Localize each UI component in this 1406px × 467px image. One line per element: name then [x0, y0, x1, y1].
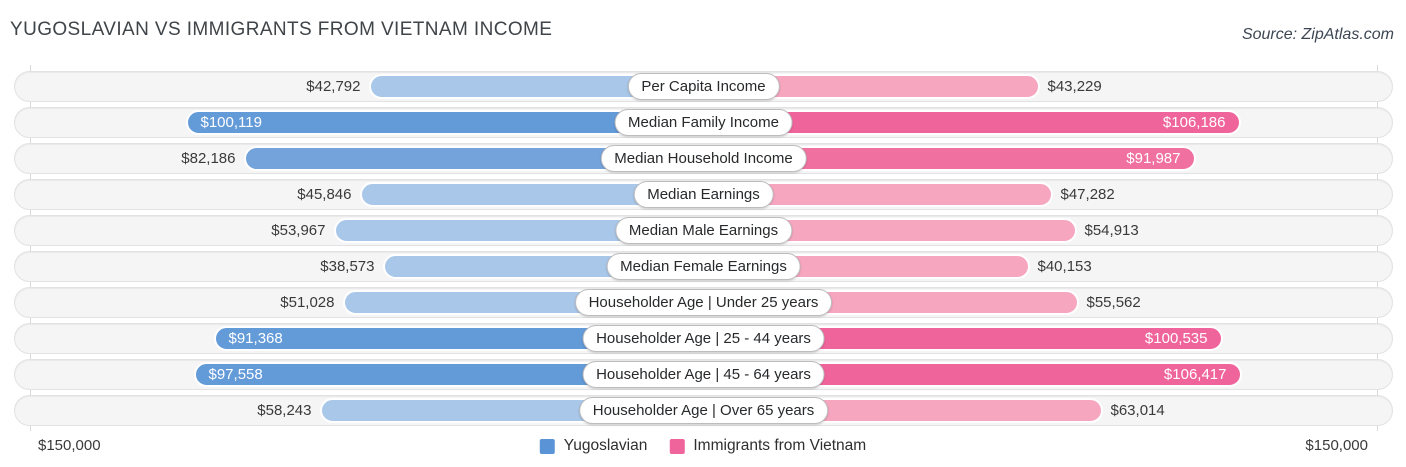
- value-label: $43,229: [1047, 78, 1102, 95]
- chart-row: $82,186 $91,987 Median Household Income: [14, 143, 1393, 174]
- value-label: $106,186: [1162, 114, 1226, 131]
- source-attribution: Source: ZipAtlas.com: [1241, 26, 1394, 43]
- chart-row: $58,243 $63,014 Householder Age | Over 65 …: [14, 395, 1393, 426]
- chart-row: $53,967 $54,913 Median Male Earnings: [14, 215, 1393, 246]
- page-title: YUGOSLAVIAN VS IMMIGRANTS FROM VIETNAM I…: [10, 19, 553, 40]
- value-label: $91,987: [1126, 150, 1181, 167]
- chart-row: $51,028 $55,562 Householder Age | Under 25…: [14, 287, 1393, 318]
- legend-label-immigrants-vietnam: Immigrants from Vietnam: [693, 437, 867, 454]
- category-label: Median Family Income: [614, 109, 793, 136]
- value-label: $82,186: [181, 150, 236, 167]
- category-label: Householder Age | Under 25 years: [574, 289, 833, 316]
- value-label: $63,014: [1110, 402, 1165, 419]
- category-label: Median Female Earnings: [606, 253, 801, 280]
- legend-label-yugoslavian: Yugoslavian: [563, 437, 648, 454]
- value-label: $54,913: [1084, 222, 1139, 239]
- value-label: $42,792: [306, 78, 361, 95]
- chart-row: $91,368 $100,535 Householder Age | 25 - 44…: [14, 323, 1393, 354]
- category-label: Householder Age | Over 65 years: [578, 397, 829, 424]
- chart-row: $45,846 $47,282 Median Earnings: [14, 179, 1393, 210]
- chart-row: $38,573 $40,153 Median Female Earnings: [14, 251, 1393, 282]
- legend-swatch-immigrants-vietnam: [669, 438, 685, 454]
- x-axis-max-right: $150,000: [1305, 437, 1368, 454]
- category-label: Median Earnings: [633, 181, 774, 208]
- legend: Yugoslavian Immigrants from Vietnam: [539, 431, 866, 461]
- category-label: Householder Age | 25 - 44 years: [582, 325, 825, 352]
- axis-line-right: [1377, 65, 1378, 431]
- value-label: $45,846: [297, 186, 352, 203]
- bar-immigrants-vietnam: [703, 110, 1241, 135]
- value-label: $58,243: [257, 402, 312, 419]
- chart-row: $42,792 $43,229 Per Capita Income: [14, 71, 1393, 102]
- value-label: $97,558: [208, 366, 263, 383]
- value-label: $38,573: [320, 258, 375, 275]
- chart-rows: $42,792 $43,229 Per Capita Income $100,119 $…: [14, 71, 1393, 431]
- category-label: Householder Age | 45 - 64 years: [582, 361, 825, 388]
- bar-chart: $42,792 $43,229 Per Capita Income $100,119 $…: [0, 65, 1406, 431]
- value-label: $106,417: [1163, 366, 1227, 383]
- legend-item-yugoslavian: Yugoslavian: [539, 437, 648, 455]
- axis-line-left: [30, 65, 31, 431]
- value-label: $100,119: [200, 114, 262, 131]
- value-label: $51,028: [280, 294, 335, 311]
- legend-swatch-yugoslavian: [539, 438, 555, 454]
- category-label: Per Capita Income: [627, 73, 780, 100]
- legend-item-immigrants-vietnam: Immigrants from Vietnam: [669, 437, 866, 455]
- value-label: $47,282: [1060, 186, 1115, 203]
- x-axis-max-left: $150,000: [38, 437, 101, 454]
- chart-footer: $150,000 Yugoslavian Immigrants from Vie…: [0, 431, 1406, 461]
- chart-row: $100,119 $106,186 Median Family Income: [14, 107, 1393, 138]
- category-label: Median Male Earnings: [614, 217, 793, 244]
- value-label: $55,562: [1086, 294, 1141, 311]
- value-label: $100,535: [1144, 330, 1208, 347]
- value-label: $40,153: [1037, 258, 1092, 275]
- chart-row: $97,558 $106,417 Householder Age | 45 - 64…: [14, 359, 1393, 390]
- category-label: Median Household Income: [600, 145, 807, 172]
- value-label: $91,368: [228, 330, 283, 347]
- value-label: $53,967: [271, 222, 326, 239]
